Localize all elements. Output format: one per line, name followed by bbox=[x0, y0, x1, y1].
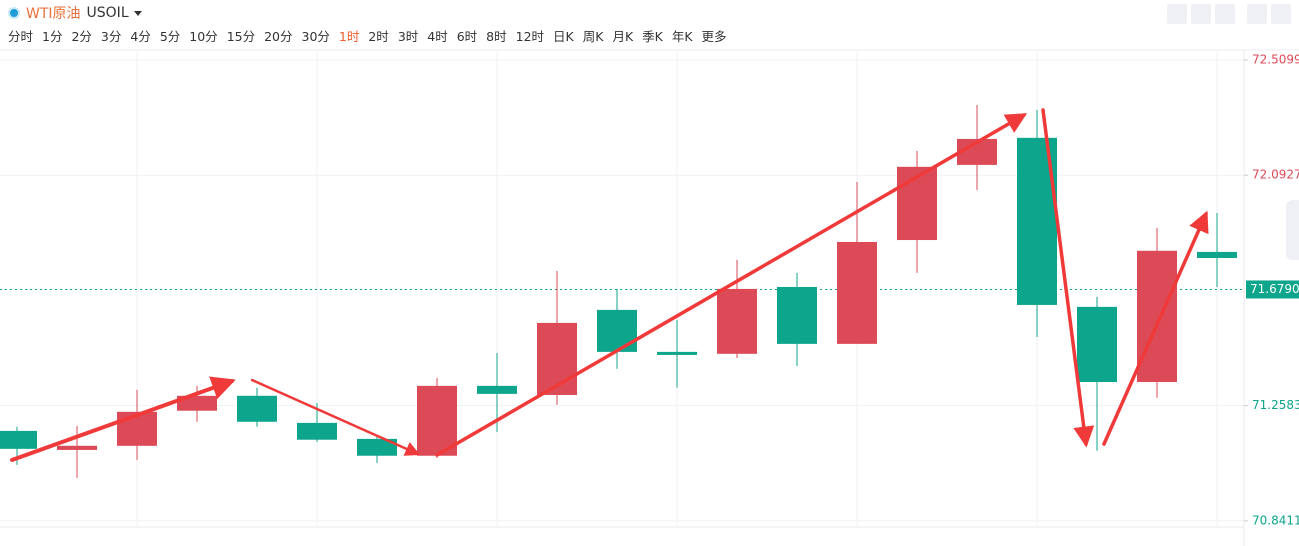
interval-option[interactable]: 20分 bbox=[264, 29, 293, 44]
draw-button[interactable] bbox=[1191, 4, 1211, 24]
current-price-box bbox=[1246, 280, 1299, 299]
type-button[interactable] bbox=[1215, 4, 1235, 24]
arrow bbox=[1041, 108, 1095, 448]
candle-body bbox=[1077, 306, 1117, 382]
candle-body bbox=[177, 395, 217, 411]
symbol-icon bbox=[8, 7, 20, 19]
candle-body bbox=[537, 322, 577, 395]
symbol-code: USOIL bbox=[86, 5, 129, 21]
interval-option[interactable]: 3时 bbox=[397, 29, 419, 44]
y-tick-label: 70.8411 bbox=[1252, 513, 1299, 527]
candle-body bbox=[717, 288, 757, 354]
interval-option[interactable]: 2分 bbox=[71, 29, 92, 44]
dropdown-caret bbox=[133, 10, 142, 16]
candle-body bbox=[117, 411, 157, 446]
interval-option[interactable]: 6时 bbox=[456, 29, 478, 44]
candle-body bbox=[1197, 251, 1237, 258]
candle-body bbox=[0, 430, 37, 449]
interval-option[interactable]: 2时 bbox=[368, 29, 389, 44]
interval-option[interactable]: 5分 bbox=[159, 29, 181, 44]
y-tick-label: 72.0927 bbox=[1252, 168, 1299, 182]
candle-body bbox=[417, 385, 457, 456]
interval-bar: 分时 1分 2分 3分 4分 5分 10分 15分 20分 30分 1时 2时 3时 4时 6时 8时 12时日… bbox=[8, 26, 736, 45]
candle-body bbox=[477, 385, 517, 394]
candle-body bbox=[897, 166, 937, 241]
arrow bbox=[435, 113, 1028, 457]
candle-body bbox=[597, 309, 637, 352]
candle-body bbox=[657, 351, 697, 355]
interval-option[interactable]: 月K bbox=[612, 29, 634, 44]
interval-option[interactable]: 年K bbox=[671, 29, 693, 44]
y-tick-label: 72.5099 bbox=[1252, 52, 1299, 66]
side-panel-toggle[interactable] bbox=[1286, 200, 1299, 260]
interval-option[interactable]: 15分 bbox=[226, 29, 256, 44]
interval-option[interactable]: 10分 bbox=[189, 29, 218, 44]
candle-body bbox=[237, 395, 277, 422]
arrow bbox=[1102, 210, 1209, 446]
interval-option[interactable]: 30分 bbox=[301, 29, 330, 44]
candle-body bbox=[357, 438, 397, 456]
indicator-button[interactable] bbox=[1167, 4, 1187, 24]
candle-body bbox=[777, 286, 817, 344]
toolbar bbox=[1163, 4, 1291, 24]
candle-body bbox=[297, 422, 337, 440]
interval-option[interactable]: 3分 bbox=[100, 29, 122, 44]
interval-option[interactable]: 季K bbox=[642, 29, 663, 44]
fullscreen-button[interactable] bbox=[1247, 4, 1267, 24]
close-button[interactable] bbox=[1271, 4, 1291, 24]
interval-option[interactable]: 更多 bbox=[701, 29, 727, 44]
interval-option[interactable]: 周K bbox=[582, 29, 604, 44]
interval-option[interactable]: 分时 bbox=[8, 29, 34, 44]
candle-body bbox=[837, 241, 877, 344]
interval-option[interactable]: 4时 bbox=[427, 29, 448, 44]
interval-option[interactable]: 4分 bbox=[130, 29, 151, 44]
interval-option[interactable]: 8时 bbox=[486, 29, 507, 44]
symbol-selector[interactable]: WTI原油 USOIL bbox=[8, 3, 142, 23]
arrow bbox=[10, 376, 236, 462]
candle-body bbox=[1137, 250, 1177, 382]
interval-option[interactable]: 日K bbox=[553, 29, 574, 44]
arrow bbox=[250, 378, 421, 456]
y-tick-label: 71.2583 bbox=[1252, 398, 1299, 412]
candle-body bbox=[57, 445, 97, 450]
interval-option[interactable]: 12时 bbox=[515, 29, 545, 44]
interval-option[interactable]: 1分 bbox=[42, 29, 63, 44]
symbol-name: WTI原油 bbox=[26, 6, 81, 22]
current-price-label: 71.6790 bbox=[1250, 282, 1299, 296]
annotation-arrows bbox=[10, 108, 1209, 462]
interval-option[interactable]: 1时 bbox=[338, 29, 360, 44]
